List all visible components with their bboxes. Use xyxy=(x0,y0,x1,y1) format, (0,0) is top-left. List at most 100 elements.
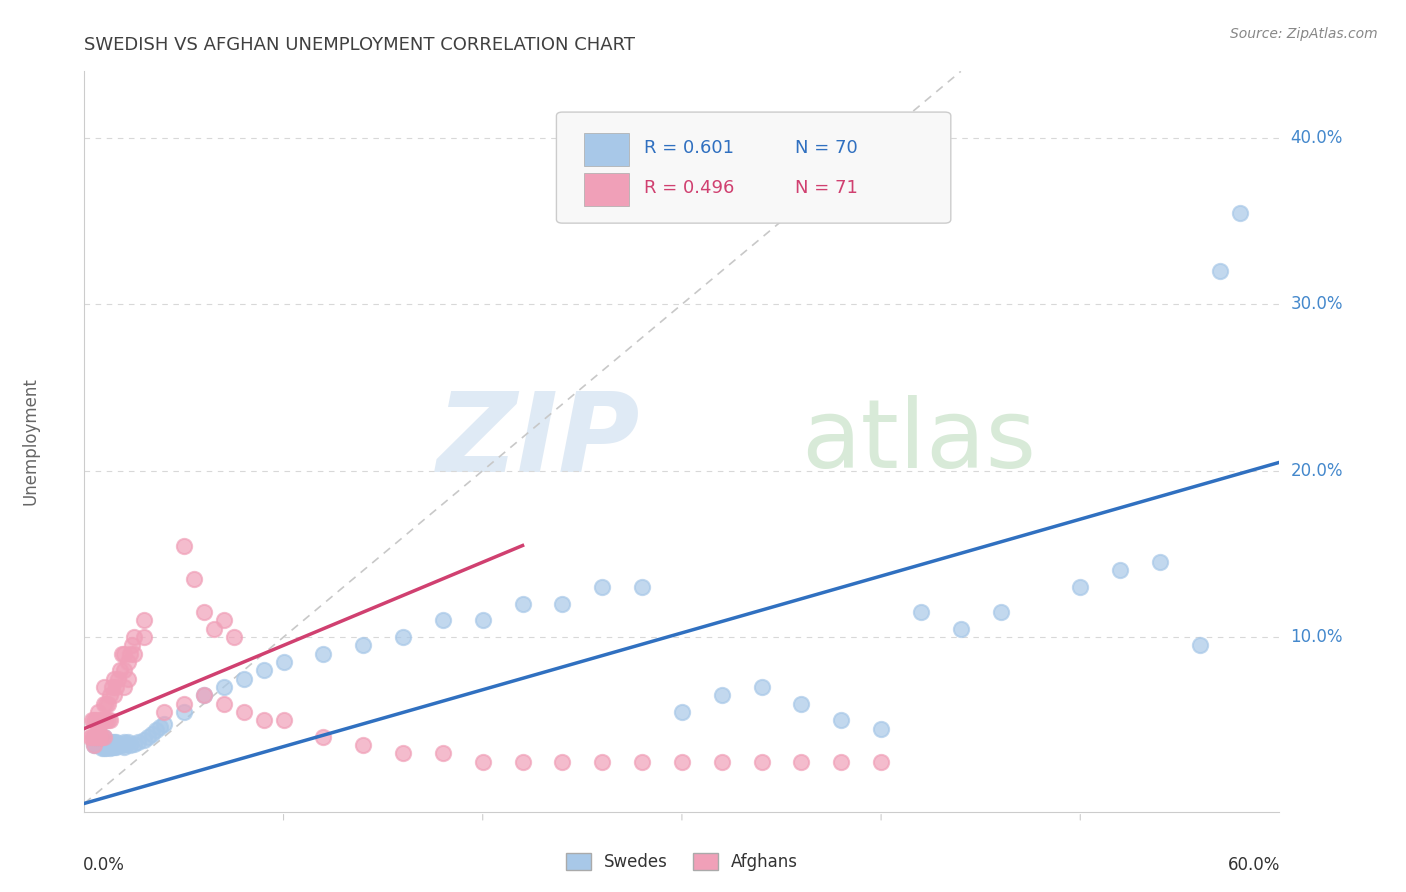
Point xyxy=(392,747,415,761)
Point xyxy=(232,705,254,719)
Point xyxy=(103,735,125,749)
Point xyxy=(1208,264,1230,278)
Point xyxy=(153,705,176,719)
Point xyxy=(83,738,105,752)
Point xyxy=(671,705,693,719)
Text: N = 70: N = 70 xyxy=(796,139,858,157)
Point xyxy=(193,688,215,702)
Text: 10.0%: 10.0% xyxy=(1291,628,1343,646)
Point xyxy=(870,722,893,736)
Point xyxy=(112,735,135,749)
Point xyxy=(105,680,128,694)
Point xyxy=(232,672,254,686)
Text: 20.0%: 20.0% xyxy=(1291,462,1343,480)
Point xyxy=(89,738,111,752)
Point xyxy=(96,697,118,711)
Point xyxy=(173,697,195,711)
Point xyxy=(89,713,111,727)
Point xyxy=(110,663,132,677)
Point xyxy=(1069,580,1091,594)
Point xyxy=(103,739,125,754)
Point xyxy=(93,697,115,711)
Point xyxy=(212,614,235,628)
Point xyxy=(122,630,145,644)
Text: 0.0%: 0.0% xyxy=(83,856,125,874)
Point xyxy=(136,730,159,744)
Point xyxy=(222,630,245,644)
Point xyxy=(91,713,114,727)
Point xyxy=(1188,638,1211,652)
Point xyxy=(212,697,235,711)
Point xyxy=(107,738,129,752)
Point xyxy=(83,713,105,727)
Point xyxy=(83,730,105,744)
FancyBboxPatch shape xyxy=(583,173,630,206)
Point xyxy=(86,730,108,744)
FancyBboxPatch shape xyxy=(557,112,950,223)
Point xyxy=(112,647,135,661)
Point xyxy=(551,597,574,611)
Point xyxy=(112,680,135,694)
Text: Source: ZipAtlas.com: Source: ZipAtlas.com xyxy=(1230,27,1378,41)
Point xyxy=(110,737,132,751)
Point xyxy=(93,680,115,694)
Text: atlas: atlas xyxy=(801,395,1036,488)
Point xyxy=(93,730,115,744)
Text: 40.0%: 40.0% xyxy=(1291,129,1343,147)
Point xyxy=(98,713,121,727)
Point xyxy=(79,730,101,744)
Point xyxy=(91,741,114,756)
Point xyxy=(273,713,295,727)
Point xyxy=(117,735,139,749)
Point xyxy=(173,539,195,553)
Point xyxy=(312,730,335,744)
Text: R = 0.496: R = 0.496 xyxy=(644,179,734,197)
Point xyxy=(127,735,149,749)
Point xyxy=(101,680,124,694)
Point xyxy=(111,647,134,661)
Point xyxy=(91,737,114,751)
Point xyxy=(392,630,415,644)
Point xyxy=(631,755,654,769)
Point xyxy=(132,630,156,644)
Point xyxy=(132,733,156,747)
Point xyxy=(193,688,215,702)
Point xyxy=(87,722,110,736)
Point xyxy=(93,738,115,752)
Point xyxy=(1229,206,1251,220)
Point xyxy=(83,730,105,744)
Point xyxy=(790,755,813,769)
Point xyxy=(352,638,374,652)
Point xyxy=(105,735,128,749)
Point xyxy=(97,713,120,727)
Point xyxy=(89,730,111,744)
Point xyxy=(91,730,114,744)
Point xyxy=(103,688,125,702)
Point xyxy=(105,739,128,754)
Point xyxy=(471,755,494,769)
Text: 30.0%: 30.0% xyxy=(1291,295,1343,313)
Point xyxy=(145,723,167,738)
Point xyxy=(98,688,121,702)
Point xyxy=(101,735,124,749)
Point xyxy=(96,713,118,727)
Point xyxy=(432,747,454,761)
Point xyxy=(111,738,134,752)
Point xyxy=(671,755,693,769)
Point xyxy=(870,755,893,769)
Point xyxy=(103,672,125,686)
Point xyxy=(93,730,115,744)
Point xyxy=(107,672,129,686)
Point xyxy=(1149,555,1171,569)
Point xyxy=(432,614,454,628)
Point xyxy=(97,697,120,711)
Point xyxy=(710,755,733,769)
Point xyxy=(121,638,143,652)
Point xyxy=(86,738,108,752)
Point xyxy=(93,713,115,727)
Point xyxy=(153,716,176,731)
Point xyxy=(751,755,773,769)
FancyBboxPatch shape xyxy=(583,133,630,166)
Point xyxy=(112,739,135,754)
Point xyxy=(117,655,139,669)
